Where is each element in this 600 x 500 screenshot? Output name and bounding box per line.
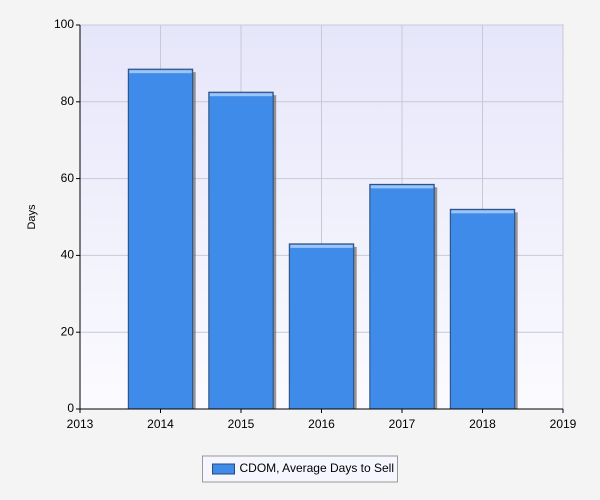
legend-label: CDOM, Average Days to Sell — [240, 461, 395, 475]
x-tick-label: 2019 — [550, 417, 577, 431]
bar-highlight — [290, 244, 353, 248]
y-tick-label: 20 — [61, 324, 75, 338]
bar — [127, 68, 194, 410]
x-tick-label: 2018 — [469, 417, 496, 431]
y-tick-label: 80 — [61, 94, 75, 108]
bar-highlight — [370, 185, 434, 189]
x-tick-label: 2016 — [308, 417, 335, 431]
x-tick-label: 2015 — [228, 417, 255, 431]
x-tick-label: 2017 — [389, 417, 416, 431]
bar — [449, 208, 516, 410]
y-tick-label: 40 — [61, 248, 75, 262]
x-tick-label: 2013 — [67, 417, 94, 431]
y-tick-label: 60 — [61, 171, 75, 185]
bar — [369, 183, 435, 410]
bar-highlight — [451, 210, 514, 214]
bar-highlight — [129, 70, 192, 74]
bar-highlight — [209, 93, 273, 97]
y-tick-label: 0 — [67, 401, 74, 415]
y-axis-label: Days — [26, 204, 38, 230]
bar — [288, 243, 355, 410]
y-tick-label: 100 — [54, 17, 74, 31]
x-tick-label: 2014 — [147, 417, 174, 431]
bar — [208, 91, 274, 410]
legend-swatch — [212, 463, 235, 475]
